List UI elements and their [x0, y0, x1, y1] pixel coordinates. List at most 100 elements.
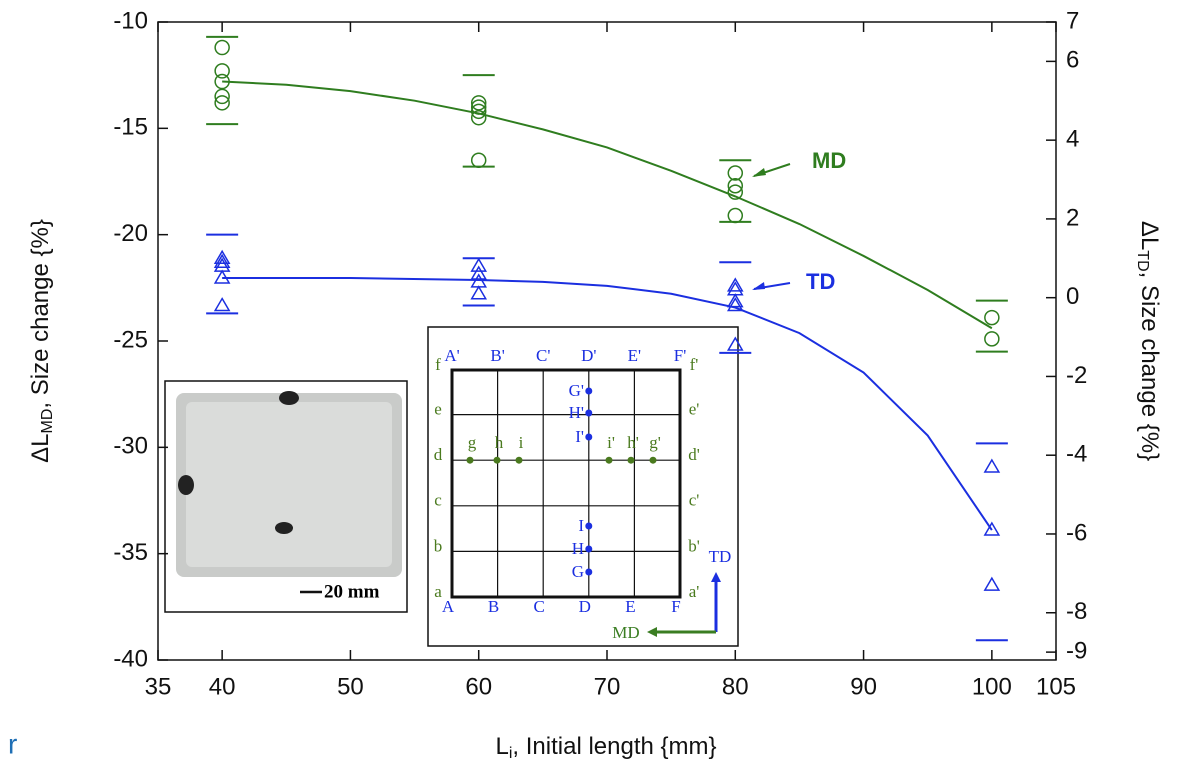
- data-point: [213, 249, 231, 265]
- cut-text: r: [8, 728, 17, 759]
- data-point: [984, 331, 1000, 347]
- row-label: e: [434, 400, 442, 419]
- row-label: f: [435, 355, 441, 374]
- point-dot: [466, 456, 474, 464]
- data-point: [214, 95, 230, 111]
- point-label: G': [569, 381, 584, 400]
- col-label: E': [628, 346, 641, 365]
- y-tick-label: -30: [113, 433, 148, 460]
- data-point: [470, 285, 488, 300]
- data-point: [470, 109, 487, 126]
- data-point: [727, 178, 744, 194]
- point-label: g: [468, 433, 477, 452]
- data-point: [214, 63, 230, 79]
- data-point: [214, 88, 230, 105]
- data-point: [726, 277, 744, 292]
- y-axis-title: ΔLMD, Size change {%}: [27, 219, 56, 463]
- data-point: [726, 336, 744, 351]
- data-point: [983, 576, 1001, 591]
- y2-title-main: ΔL: [1136, 221, 1163, 250]
- point-label: I: [578, 516, 584, 535]
- point-label: H': [569, 403, 584, 422]
- col-label: B': [490, 346, 504, 365]
- y-tick-label: -35: [113, 539, 148, 566]
- x-tick-label: 40: [209, 673, 236, 700]
- col-label: C': [536, 346, 550, 365]
- point-dot: [585, 545, 593, 553]
- x-tick-label: 50: [337, 673, 364, 700]
- x-tick-label: 35: [145, 673, 172, 700]
- data-point: [727, 207, 744, 224]
- y2-tick-label: 7: [1066, 7, 1079, 34]
- x-axis-title: Li, Initial length {mm}: [495, 733, 716, 762]
- x-title-rest: , Initial length {mm}: [512, 733, 716, 760]
- data-point: [983, 521, 1001, 536]
- data-point: [984, 309, 1000, 326]
- y2-title-rest: , Size change {%}: [1136, 272, 1163, 461]
- point-dot: [515, 456, 523, 464]
- photo-detail: [186, 402, 392, 567]
- data-point: [213, 297, 231, 312]
- point-label: H: [572, 539, 584, 558]
- data-point: [470, 95, 487, 111]
- x-tick-label: 100: [972, 673, 1012, 700]
- col-label: D': [581, 346, 596, 365]
- grid-frame: [450, 368, 682, 599]
- annotation: MD: [812, 148, 846, 173]
- x-title-main: L: [495, 733, 508, 760]
- point-dot: [605, 456, 613, 464]
- data-point: [213, 253, 231, 268]
- col-label: F: [671, 597, 680, 616]
- y2-tick-label: 6: [1066, 47, 1079, 74]
- fit-line: [222, 276, 993, 531]
- data-point: [726, 297, 744, 312]
- y2-axis-title: ΔLTD, Size change {%}: [1134, 221, 1163, 461]
- y-tick-label: -10: [113, 7, 148, 34]
- point-dot: [493, 456, 501, 464]
- scale-label: 20 mm: [324, 581, 380, 602]
- row-label: d: [434, 445, 443, 464]
- data-point: [727, 165, 744, 181]
- arrow-head: [752, 168, 766, 177]
- data-point: [214, 39, 230, 56]
- photo-mark: [279, 391, 299, 405]
- point-dot: [585, 568, 593, 576]
- diagram: A' A B' B C' C D' D E' E F' Fa a' b b' c c' d d' e e' f f' G' H'…: [434, 346, 700, 616]
- row-label: b: [434, 536, 443, 555]
- td-label: TD: [709, 547, 732, 566]
- y2-tick-label: 0: [1066, 283, 1079, 310]
- point-label: g': [649, 433, 661, 452]
- photo-mark: [275, 522, 293, 534]
- photo-mark: [178, 475, 194, 495]
- data-point: [470, 257, 488, 272]
- y2-tick-label: 2: [1066, 204, 1079, 231]
- row-label: c: [434, 491, 442, 510]
- row-label: f': [690, 355, 699, 374]
- point-label: i': [607, 433, 615, 452]
- point-label: i: [519, 433, 524, 452]
- data-point: [726, 293, 744, 308]
- col-label: F': [674, 346, 687, 365]
- data-point: [727, 184, 744, 200]
- point-label: h': [627, 433, 639, 452]
- data-point: [470, 152, 487, 168]
- y2-tick-label: 4: [1066, 125, 1079, 152]
- col-label: A: [442, 597, 455, 616]
- arrow-head: [711, 572, 721, 582]
- col-label: E: [625, 597, 635, 616]
- col-label: D: [579, 597, 591, 616]
- y2-tick-label: -2: [1066, 362, 1087, 389]
- point-label: h: [495, 433, 504, 452]
- point-dot: [585, 387, 593, 395]
- arrow-head: [752, 282, 765, 290]
- y-tick-label: -20: [113, 220, 148, 247]
- y-tick-label: -40: [113, 645, 148, 672]
- point-label: G: [572, 562, 584, 581]
- y-title-rest: , Size change {%}: [27, 219, 54, 408]
- y-tick-label: -15: [113, 114, 148, 141]
- y2-tick-label: -6: [1066, 519, 1087, 546]
- md-label: MD: [612, 623, 639, 642]
- row-label: d': [688, 445, 700, 464]
- col-label: B: [488, 597, 499, 616]
